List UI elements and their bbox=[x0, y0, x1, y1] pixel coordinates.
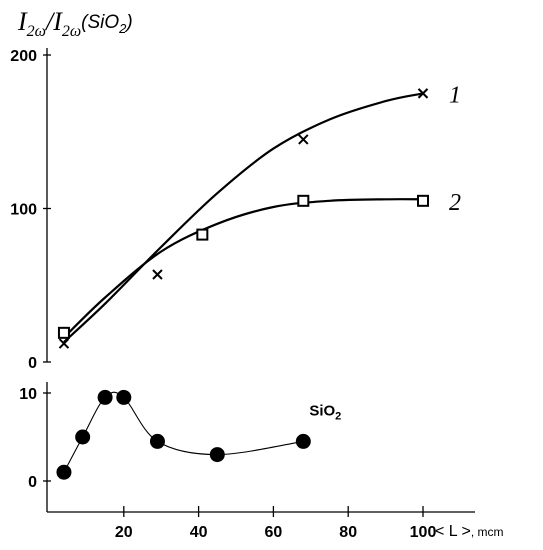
upper-y-tick-label: 100 bbox=[10, 202, 37, 219]
upper-y-ticks: 0 100 200 bbox=[10, 48, 51, 372]
y-label-prefix: I bbox=[17, 7, 28, 36]
series-1-point bbox=[417, 88, 429, 99]
y-label-close: ) bbox=[124, 12, 132, 33]
x-label-text: < L > bbox=[435, 523, 471, 540]
x-marker-stroke bbox=[298, 134, 309, 145]
y-label-sub2: 2ω bbox=[62, 23, 81, 40]
series-2-point bbox=[57, 326, 70, 339]
x-tick-label: 60 bbox=[265, 524, 283, 541]
x-tick-label: 100 bbox=[410, 524, 437, 541]
series-1-label: 1 bbox=[449, 82, 461, 108]
y-label-sub1: 2ω bbox=[27, 23, 46, 40]
x-tick-label: 20 bbox=[115, 524, 133, 541]
x-tick-label: 80 bbox=[339, 524, 357, 541]
series-1-line bbox=[63, 92, 424, 343]
series-sio2-line bbox=[63, 391, 304, 473]
series-sio2-point bbox=[295, 433, 311, 449]
x-marker-stroke bbox=[417, 88, 429, 99]
series-2-point bbox=[297, 194, 310, 207]
y-label-slash: /I bbox=[44, 7, 63, 36]
lower-series-layer: SiO2 bbox=[56, 389, 341, 480]
lower-y-tick-label: 0 bbox=[28, 474, 37, 491]
upper-y-tick-label: 0 bbox=[28, 355, 37, 372]
series-1-point bbox=[152, 269, 163, 280]
y-label-sub3: 2 bbox=[118, 21, 127, 36]
series-1-point bbox=[298, 134, 309, 145]
series-1-point bbox=[58, 338, 70, 349]
lower-y-tick-label: 10 bbox=[19, 386, 37, 403]
x-axis-label: < L >, mcm bbox=[435, 523, 504, 540]
lower-y-ticks: 0 10 bbox=[19, 386, 51, 491]
series-2-point bbox=[196, 228, 209, 241]
series-sio2-label-base: SiO bbox=[309, 402, 335, 419]
series-sio2-label: SiO2 bbox=[309, 402, 341, 422]
y-label-suffix: (SiO bbox=[81, 12, 119, 33]
series-sio2-point bbox=[149, 433, 165, 449]
x-marker-stroke bbox=[152, 269, 163, 280]
upper-y-tick-label: 200 bbox=[10, 48, 37, 65]
x-label-unit: , mcm bbox=[471, 525, 504, 539]
x-marker-stroke bbox=[58, 338, 70, 349]
series-2-line bbox=[63, 198, 424, 339]
x-ticks: 20 40 60 80 100 bbox=[115, 506, 437, 541]
x-tick-label: 40 bbox=[190, 524, 208, 541]
series-sio2-point bbox=[75, 429, 91, 445]
series-sio2-point bbox=[209, 447, 225, 463]
series-sio2-point bbox=[56, 464, 72, 480]
series-2-point bbox=[417, 194, 429, 207]
upper-series-layer: 12 bbox=[57, 82, 461, 349]
series-2-label: 2 bbox=[449, 190, 461, 216]
y-axis-label: I2ω/I2ω(SiO2) bbox=[17, 7, 133, 40]
series-sio2-label-sub: 2 bbox=[335, 410, 341, 422]
series-sio2-point bbox=[116, 389, 132, 405]
series-sio2-point bbox=[97, 389, 113, 405]
